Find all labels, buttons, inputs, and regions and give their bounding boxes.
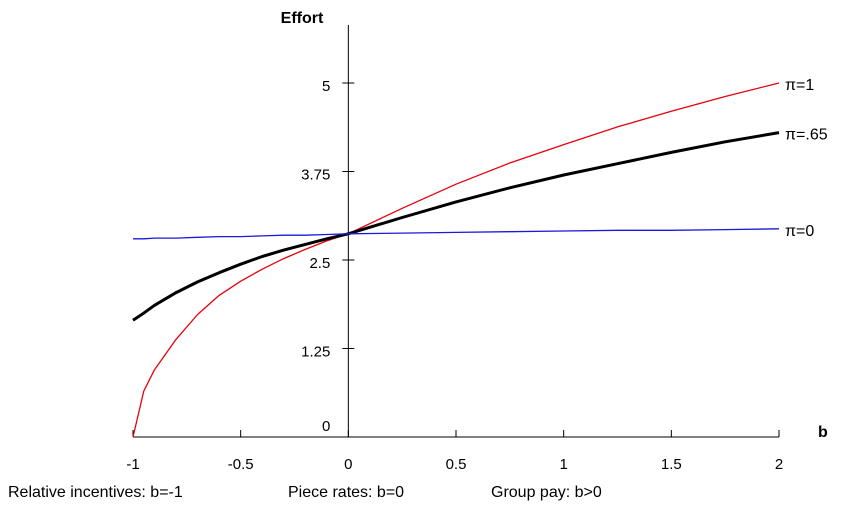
y-tick-label: 5 (322, 78, 330, 95)
chart-series-labels: π=1 π=.65 π=0 (785, 77, 828, 240)
series-label: π=0 (785, 223, 814, 240)
effort-chart: -1 -0.5 0 0.5 1 1.5 2 0 1.25 2.5 3.75 5 π=1 π=.65 π=0… (126, 10, 828, 473)
x-tick-label: 0.5 (446, 456, 467, 473)
series-line (133, 228, 780, 240)
chart-series-lines (132, 82, 780, 438)
y-axis-title: Effort (281, 10, 324, 27)
x-tick-label: -1 (126, 456, 139, 473)
y-tick-label: 1.25 (301, 344, 330, 361)
chart-axes (133, 25, 779, 438)
series-label: π=1 (785, 77, 814, 94)
series-label: π=.65 (785, 127, 828, 144)
series-line (132, 131, 780, 322)
x-tick-label: 2 (775, 456, 783, 473)
y-tick-label: 0 (322, 418, 330, 435)
caption-relative-incentives: Relative incentives: b=-1 (8, 484, 183, 501)
x-tick-label: 0 (344, 456, 352, 473)
chart-ticks: -1 -0.5 0 0.5 1 1.5 2 0 1.25 2.5 3.75 5 (126, 78, 783, 473)
x-tick-label: -0.5 (228, 456, 254, 473)
caption-piece-rates: Piece rates: b=0 (288, 484, 405, 501)
y-tick-label: 3.75 (301, 167, 330, 184)
series-line (132, 82, 780, 438)
x-axis-title: b (818, 424, 828, 441)
x-tick-label: 1.5 (661, 456, 682, 473)
caption-group-pay: Group pay: b>0 (491, 484, 602, 501)
x-tick-label: 1 (559, 456, 567, 473)
y-tick-label: 2.5 (309, 255, 330, 272)
